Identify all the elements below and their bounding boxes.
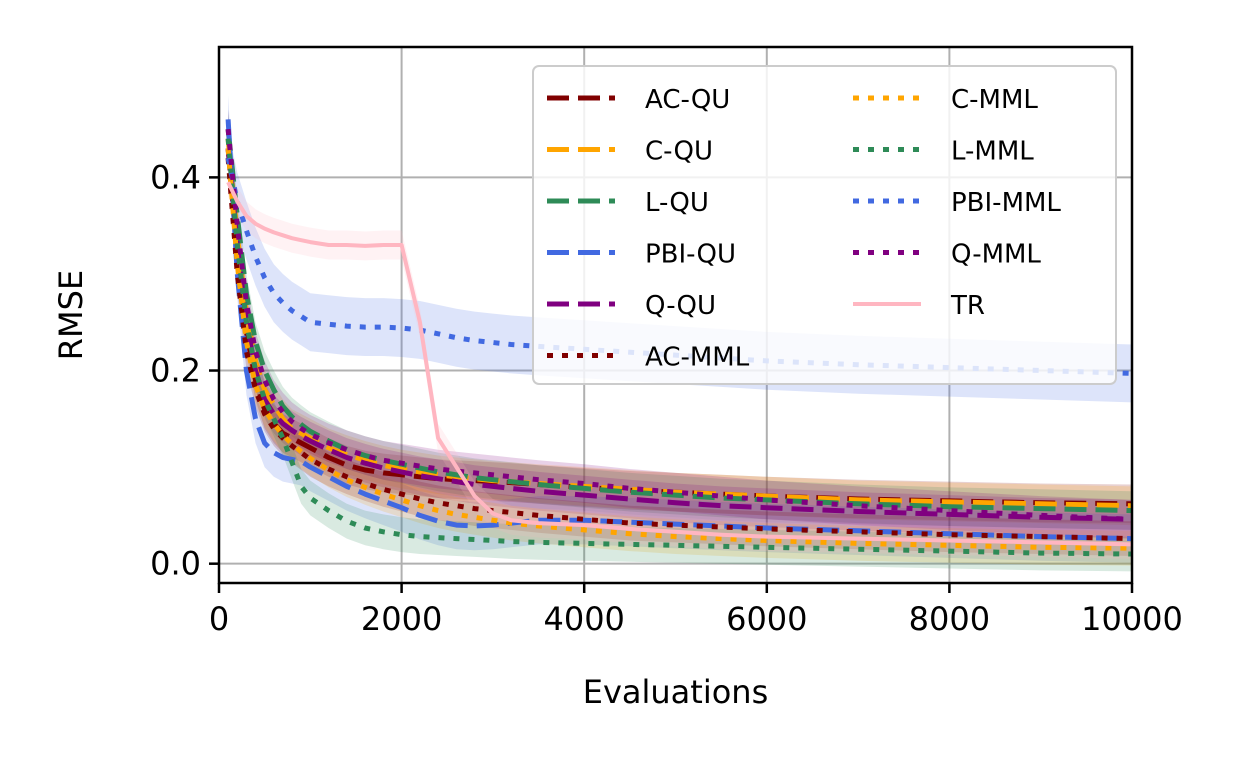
y-tick-label: 0.4: [150, 158, 201, 196]
legend-label-pbi-qu: PBI-QU: [645, 240, 736, 270]
x-tick-label: 0: [209, 600, 229, 638]
x-tick-label: 6000: [726, 600, 807, 638]
legend-label-q-mml: Q-MML: [951, 240, 1041, 270]
y-tick-label: 0.2: [150, 352, 201, 390]
series-lines: [225, 119, 1132, 557]
series-line-l-qu: [225, 128, 1132, 514]
band-c-qu: [228, 119, 1132, 526]
series-line-l-mml: [225, 138, 1132, 557]
series-line-c-mml: [225, 148, 1132, 551]
x-tick-label: 8000: [909, 600, 990, 638]
band-pbi-mml: [228, 129, 1132, 403]
x-tick-label: 4000: [543, 600, 624, 638]
series-line-pbi-qu: [225, 119, 1132, 542]
band-ac-qu: [228, 129, 1132, 524]
legend: AC-QU C-QU L-QU PBI-QU Q-QU AC-MML C-MML L-MML P…: [532, 65, 1117, 385]
series-line-c-qu: [225, 138, 1132, 509]
series-line-q-mml: [225, 128, 1132, 522]
x-tick-label: 2000: [361, 600, 442, 638]
x-axis-label: Evaluations: [583, 673, 769, 711]
y-axis-ticks: 0.0 0.2 0.4: [150, 158, 219, 583]
legend-label-c-qu: C-QU: [645, 137, 713, 167]
x-axis-ticks: 0 2000 4000 6000 8000 10000: [209, 583, 1183, 638]
legend-box: [532, 65, 1117, 385]
legend-label-c-mml: C-MML: [951, 85, 1038, 115]
legend-label-ac-mml: AC-MML: [645, 343, 750, 373]
plot-frame: [217, 45, 1134, 585]
legend-label-ac-qu: AC-QU: [645, 85, 730, 115]
legend-label-q-qu: Q-QU: [645, 291, 716, 321]
series-line-tr: [226, 181, 1132, 547]
y-tick-label: 0.0: [150, 545, 201, 583]
x-tick-label: 10000: [1081, 600, 1183, 638]
y-axis-label: RMSE: [52, 270, 90, 360]
legend-label-tr: TR: [950, 291, 985, 321]
legend-label-l-mml: L-MML: [951, 137, 1034, 167]
legend-label-l-qu: L-QU: [645, 188, 709, 218]
legend-label-pbi-mml: PBI-MML: [951, 188, 1061, 218]
